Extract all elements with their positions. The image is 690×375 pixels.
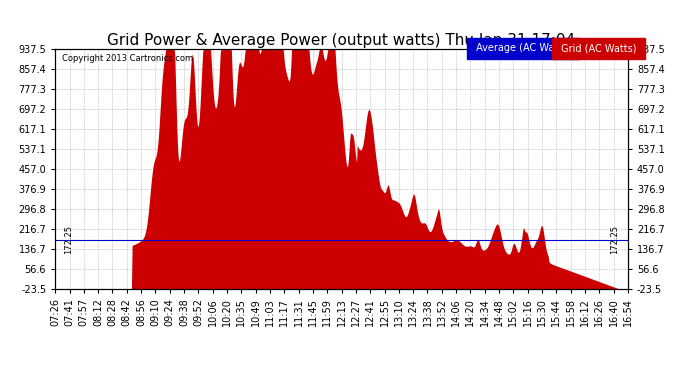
Text: 172.25: 172.25 xyxy=(611,225,620,254)
Text: Grid (AC Watts): Grid (AC Watts) xyxy=(558,43,639,53)
Text: Average (AC Watts): Average (AC Watts) xyxy=(473,43,574,53)
Text: 172.25: 172.25 xyxy=(63,225,72,254)
Title: Grid Power & Average Power (output watts) Thu Jan 31 17:04: Grid Power & Average Power (output watts… xyxy=(108,33,575,48)
Text: Copyright 2013 Cartronics.com: Copyright 2013 Cartronics.com xyxy=(62,54,193,63)
